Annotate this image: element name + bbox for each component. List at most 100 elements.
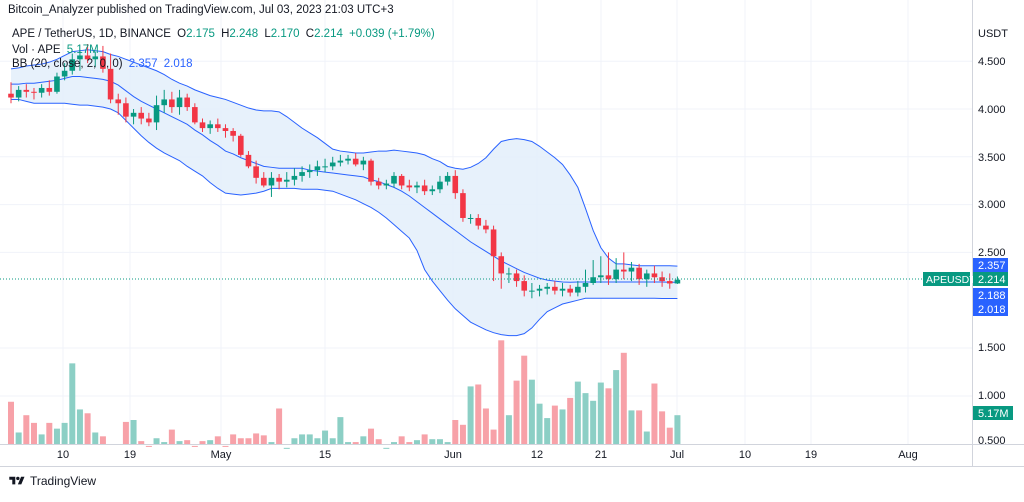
badge-last-price-text: 2.214 [978, 274, 1006, 286]
candle [84, 43, 91, 64]
candle [184, 93, 190, 111]
volume-label[interactable]: Vol · APE [12, 44, 61, 56]
candle [575, 281, 581, 297]
price-tick: 3.000 [978, 199, 1006, 211]
candle [636, 263, 642, 285]
candle [613, 258, 619, 283]
volume-bar [551, 405, 558, 444]
candle-body [605, 275, 612, 280]
volume-bar [283, 447, 290, 449]
volume-bar [674, 415, 681, 444]
volume-bar [168, 429, 175, 444]
bb-upper-line [10, 49, 678, 267]
price-tick: 2.500 [978, 247, 1006, 259]
candle-body [268, 177, 275, 186]
candle [414, 181, 420, 194]
volume-bar [398, 436, 405, 444]
volume-bar [30, 422, 37, 444]
volume-bar [306, 434, 313, 444]
volume-bar [191, 445, 198, 447]
badge-bb-upper-text: 2.357 [978, 260, 1006, 272]
candle-body [260, 177, 267, 186]
candle [23, 84, 30, 98]
date-tick: 10 [57, 449, 69, 461]
candle [567, 284, 573, 297]
candle-body [598, 275, 604, 278]
volume-bar [452, 420, 459, 444]
volume-bar [145, 445, 152, 447]
footer-brand[interactable]: TradingView [30, 474, 97, 488]
candle [590, 260, 596, 285]
candle-body [23, 89, 30, 92]
candle [559, 282, 566, 297]
volume-bar [53, 428, 60, 444]
candle-body [54, 76, 60, 92]
volume-bar [207, 440, 214, 444]
bb-lower-line [11, 98, 678, 337]
volume-bar [597, 382, 604, 444]
tradingview-logo-icon[interactable] [8, 475, 26, 487]
candle-body [123, 103, 129, 117]
candle-body [674, 279, 681, 284]
publisher-line: Bitcoin_Analyzer published on TradingVie… [8, 4, 394, 16]
candle [475, 214, 482, 230]
candle [153, 95, 160, 131]
volume-bar [498, 340, 505, 444]
badge-bb-basis-text: 2.188 [978, 290, 1006, 302]
volume-bar [69, 363, 76, 444]
volume-bar [176, 441, 183, 444]
volume-bar [605, 388, 612, 444]
candle-body [61, 70, 68, 77]
symbol-title[interactable]: APE / TetherUS, 1D, BINANCE [12, 28, 171, 40]
candle [429, 185, 436, 196]
volume-bar [23, 415, 30, 444]
candle-body [84, 55, 91, 60]
candle-body [529, 290, 535, 292]
volume-tick: 1.500 [978, 342, 1006, 354]
volume-bar [475, 384, 482, 444]
open-value: 2.175 [186, 28, 215, 40]
volume-bar [659, 411, 666, 444]
volume-bar [413, 440, 420, 444]
candle-body [575, 286, 581, 293]
candle-body [490, 229, 497, 257]
candle [513, 269, 520, 287]
candle-body [115, 99, 122, 104]
candle [222, 124, 229, 138]
volume-bar [544, 418, 551, 444]
volume-bar [590, 400, 597, 444]
volume-bar [582, 393, 589, 444]
bb-label[interactable]: BB (20, close, 2, 0, 0) [12, 58, 123, 70]
candle-body [360, 160, 367, 165]
candle-body [659, 277, 665, 282]
candle [77, 49, 83, 71]
candle [192, 103, 198, 125]
badge-bb-lower: 2.018 [973, 302, 1008, 316]
currency-label[interactable]: USDT [978, 28, 1008, 40]
candle-body [192, 107, 198, 123]
bb-legend[interactable]: BB (20, close, 2, 0, 0) 2.357 2.018 [12, 58, 196, 70]
volume-bar [436, 439, 443, 444]
volume-legend[interactable]: Vol · APE 5.17M [12, 44, 102, 56]
candle [130, 109, 137, 125]
volume-bar [253, 433, 260, 444]
candle [674, 276, 681, 284]
candle [352, 152, 359, 167]
candle [360, 156, 367, 171]
volume-bar [276, 408, 283, 444]
candle-body [230, 130, 236, 136]
close-value: 2.214 [314, 28, 343, 40]
candle [230, 128, 236, 142]
volume-bar [84, 413, 91, 444]
candle [406, 179, 413, 192]
bollinger-band-fill [11, 49, 678, 336]
date-tick: Jul [670, 449, 684, 461]
volume-bar [421, 434, 428, 444]
volume-tick: 0.500 [978, 435, 1006, 447]
badge-bb-lower-text: 2.018 [978, 304, 1006, 316]
symbol-legend[interactable]: APE / TetherUS, 1D, BINANCE O2.175 H2.24… [12, 28, 438, 40]
candle [31, 87, 37, 100]
candle [605, 252, 612, 285]
volume-bar [161, 442, 168, 444]
